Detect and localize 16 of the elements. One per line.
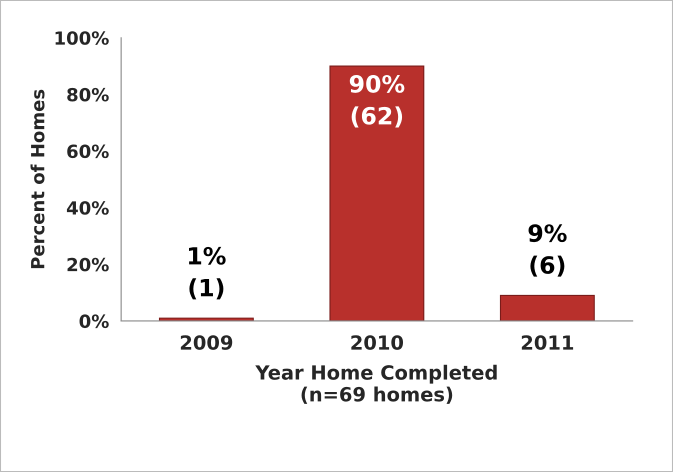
data-label: 9% (6) [528,224,567,277]
y-tick-label: 80% [67,88,109,102]
y-tick-label: 60% [67,144,109,158]
x-tick-label: 2011 [522,335,574,350]
bar [329,66,424,321]
y-tick-label: 0% [80,314,109,328]
bar [500,294,595,321]
x-tick-label: 2010 [351,335,404,350]
y-tick-label: 20% [68,258,109,272]
data-label: 1% (1) [189,246,226,300]
data-label: 90% (62) [350,74,404,128]
y-tick-label: 100% [56,31,109,45]
x-axis-title: Year Home Completed (n=69 homes) [255,364,497,404]
y-axis-title: Percent of Homes [30,90,44,268]
y-tick-label: 40% [66,201,109,215]
x-tick-label: 2009 [180,335,232,350]
